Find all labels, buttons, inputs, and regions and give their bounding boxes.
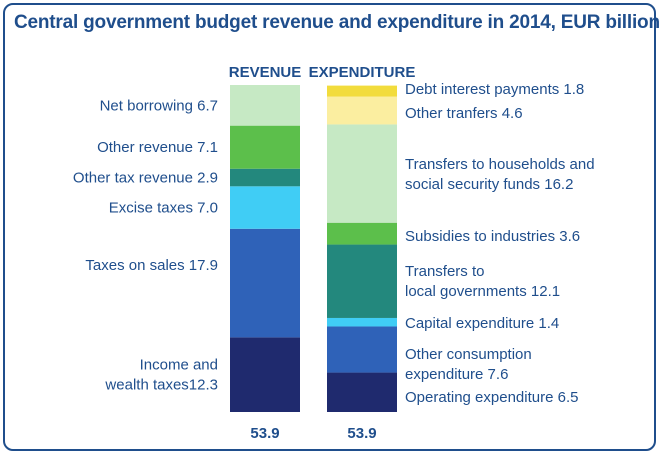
revenue-header: REVENUE [229,64,302,81]
revenue-label: Income and [140,357,218,374]
revenue-bar-segment-5 [230,85,300,126]
expenditure-bar-segment-7 [327,85,397,97]
revenue-bar-segment-1 [230,228,300,338]
revenue-total: 53.9 [250,425,279,442]
expenditure-label: local governments 12.1 [405,283,560,300]
expenditure-bar-segment-0 [327,372,397,412]
revenue-label: Taxes on sales 17.9 [85,257,218,274]
expenditure-label: Transfers to households and [405,156,595,173]
expenditure-label: expenditure 7.6 [405,366,508,383]
chart-title: Central government budget revenue and ex… [14,12,660,33]
expenditure-label: Subsidies to industries 3.6 [405,228,580,245]
revenue-bar-segment-3 [230,168,300,187]
expenditure-label: Capital expenditure 1.4 [405,315,559,332]
expenditure-label: Other consumption [405,346,532,363]
expenditure-bar-segment-2 [327,317,397,327]
expenditure-label: Other tranfers 4.6 [405,105,523,122]
revenue-bar-segment-2 [230,186,300,229]
expenditure-label: Transfers to [405,263,484,280]
revenue-label: Net borrowing 6.7 [100,97,218,114]
revenue-label: Other revenue 7.1 [97,139,218,156]
expenditure-header: EXPENDITURE [309,64,416,81]
revenue-label: Other tax revenue 2.9 [73,170,218,187]
expenditure-label: Debt interest payments 1.8 [405,81,584,98]
expenditure-label: Operating expenditure 6.5 [405,389,578,406]
revenue-bar-segment-0 [230,337,300,412]
expenditure-bar-segment-5 [327,124,397,223]
expenditure-bar-segment-1 [327,326,397,373]
revenue-bar-segment-4 [230,125,300,169]
expenditure-bar-segment-6 [327,96,397,125]
revenue-label: wealth taxes12.3 [104,377,218,394]
revenue-label: Excise taxes 7.0 [109,200,218,217]
expenditure-total: 53.9 [347,425,376,442]
expenditure-bar-segment-3 [327,244,397,318]
expenditure-label: social security funds 16.2 [405,176,573,193]
expenditure-bar-segment-4 [327,222,397,245]
